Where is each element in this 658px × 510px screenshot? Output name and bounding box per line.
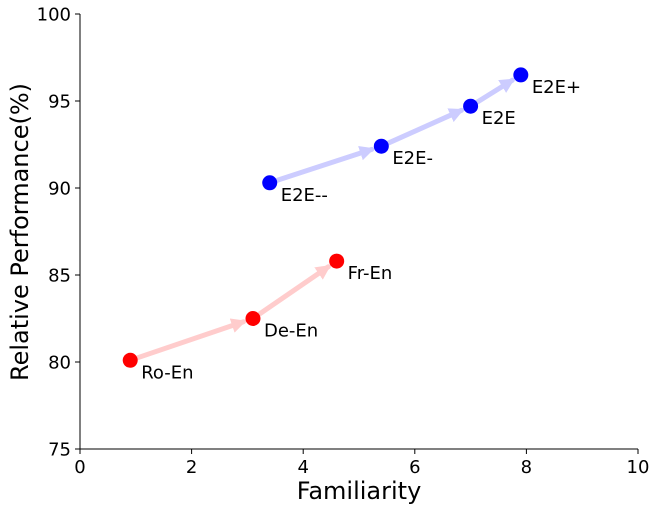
x-tick-label: 0 [74, 457, 85, 478]
y-axis-title: Relative Performance(%) [6, 83, 34, 381]
point-label-De-En: De-En [264, 321, 318, 342]
x-tick-label: 2 [186, 457, 197, 478]
axes [79, 14, 638, 450]
e2e-point-E2E+ [513, 67, 529, 83]
point-label-Ro-En: Ro-En [141, 362, 193, 383]
translation-trend-arrow [135, 318, 247, 361]
e2e-point-E2E- [373, 138, 389, 154]
e2e-trend-arrow [274, 145, 375, 183]
e2e-point-E2E-- [262, 175, 278, 191]
e2e-trend-arrow [386, 107, 465, 146]
point-label-Fr-En: Fr-En [348, 263, 393, 284]
ticks: 0 2 4 6 8 10 75 80 85 90 95 100 [37, 5, 650, 479]
e2e-point-E2E [463, 98, 479, 114]
point-label-E2E--: E2E-- [281, 185, 328, 206]
x-tick-label: 4 [297, 457, 308, 478]
point-label-E2E: E2E [482, 108, 516, 129]
y-tick-label: 90 [48, 179, 71, 200]
arrows-layer [135, 77, 515, 361]
point-label-E2E-: E2E- [392, 148, 433, 169]
translation-point-Fr-En [329, 253, 345, 269]
y-tick-label: 95 [48, 92, 71, 113]
point-label-E2E+: E2E+ [532, 77, 581, 98]
x-tick-label: 10 [627, 457, 650, 478]
translation-trend-arrow [257, 264, 331, 317]
data-points [122, 67, 529, 368]
translation-point-De-En [245, 311, 261, 326]
y-tick-label: 75 [48, 440, 71, 461]
translation-point-Ro-En [122, 352, 138, 368]
point-labels: Ro-En De-En Fr-En E2E-- E2E- E2E E2E+ [141, 77, 581, 383]
y-tick-label: 85 [48, 266, 71, 287]
y-tick-label: 80 [48, 353, 71, 374]
x-axis-title: Familiarity [297, 477, 422, 505]
x-tick-label: 6 [409, 457, 420, 478]
e2e-trend-arrow [474, 77, 515, 105]
x-tick-label: 8 [521, 457, 532, 478]
y-tick-label: 100 [37, 5, 71, 26]
